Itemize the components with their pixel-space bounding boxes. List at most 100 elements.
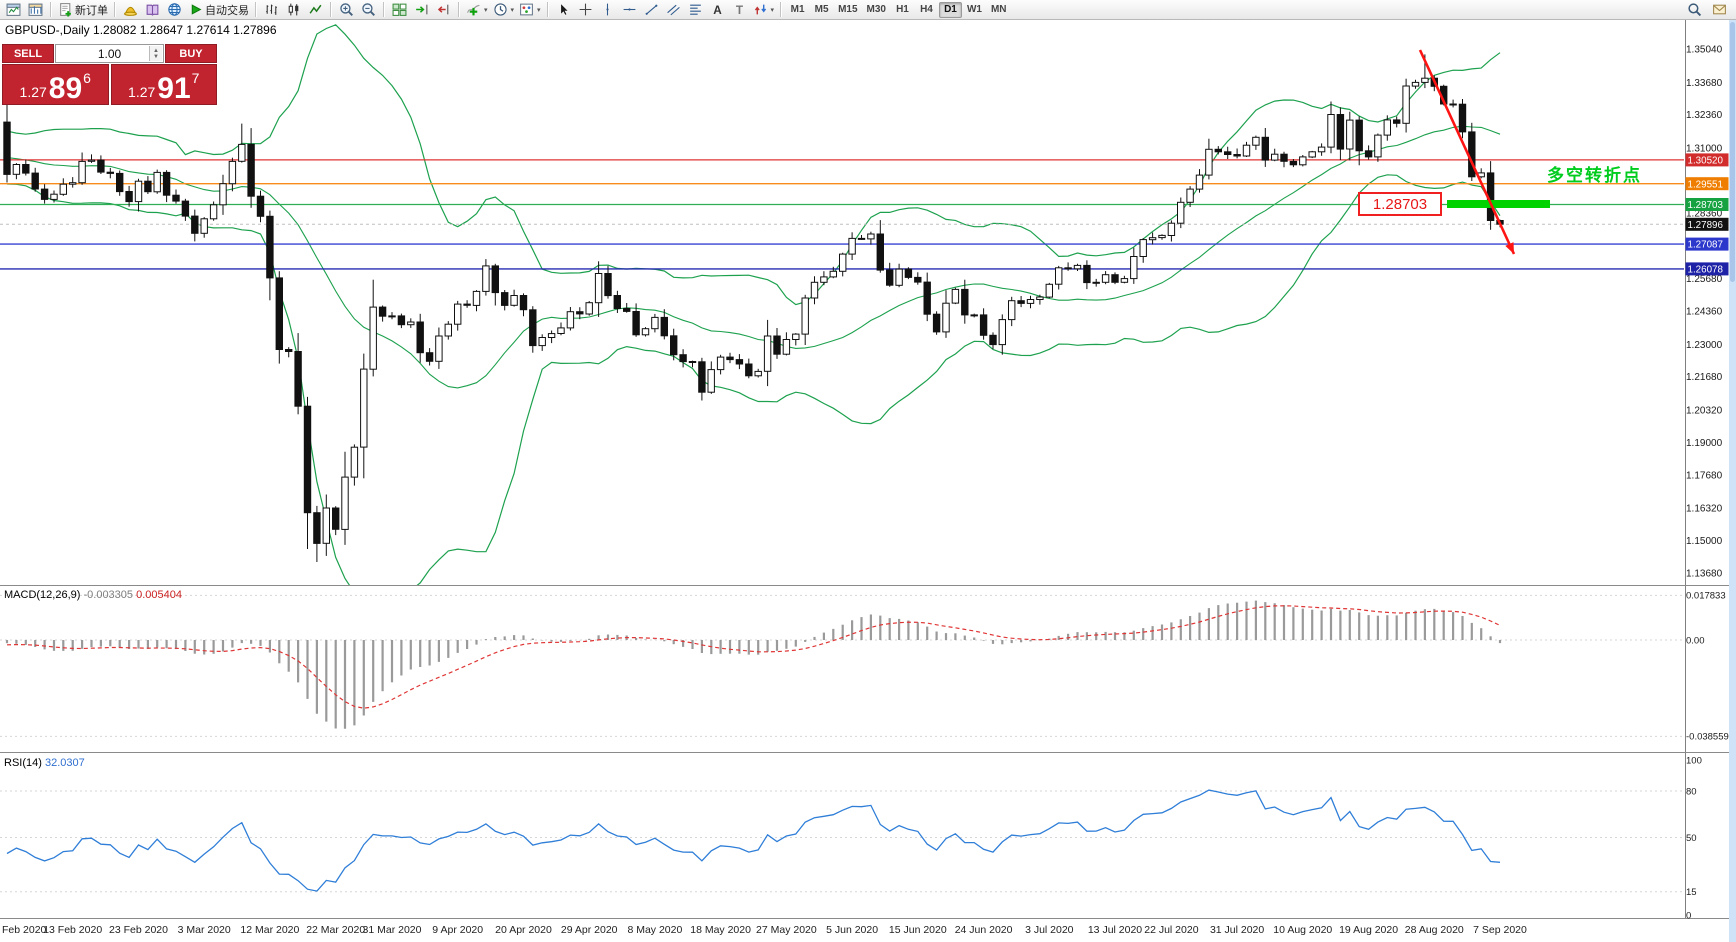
svg-text:1.28703: 1.28703 (1688, 200, 1724, 211)
y-axis-label: 1.32360 (1686, 110, 1723, 121)
auto-trading-button[interactable]: 自动交易 (186, 1, 251, 19)
timeframe-m15[interactable]: M15 (838, 4, 858, 15)
text-tool-button[interactable]: A (707, 1, 728, 19)
y-axis-label: 1.25680 (1686, 274, 1723, 285)
bollinger-upper-band (6, 24, 1501, 306)
indicators-menu-button[interactable]: ▾ (464, 1, 490, 19)
toolbar-separator (114, 2, 116, 17)
candlestick-chart-button[interactable] (283, 1, 304, 19)
volume-input[interactable]: 1.00 ▲ ▼ (55, 44, 164, 63)
volume-stepper[interactable]: ▲ ▼ (149, 46, 162, 61)
turning-point-note[interactable]: 多空转折点 (1547, 166, 1642, 185)
y-axis-label: 1.13680 (1686, 569, 1723, 580)
expert-advisor-icon[interactable] (120, 1, 141, 19)
x-axis-label: 13 Feb 2020 (43, 924, 102, 936)
buy-price-pips: 91 (157, 71, 191, 105)
templates-menu-button[interactable]: ▾ (517, 1, 543, 19)
tile-windows-button[interactable] (389, 1, 410, 19)
price-tag-1.28703: 1.28703 (1685, 198, 1729, 211)
svg-text:1.27896: 1.27896 (1688, 220, 1724, 231)
search-icon[interactable] (1684, 1, 1705, 19)
sell-price-pips: 89 (48, 71, 83, 105)
one-click-trade-panel: SELL 1.00 ▲ ▼ BUY 1.27 89 6 1.27 91 7 (2, 44, 217, 105)
timeframe-m5[interactable]: M5 (814, 4, 829, 15)
mail-icon[interactable] (1709, 1, 1730, 19)
zoom-in-button[interactable] (336, 1, 357, 19)
line-chart-button[interactable] (305, 1, 326, 19)
cursor-tool-button[interactable] (553, 1, 574, 19)
sell-button[interactable]: SELL (2, 44, 54, 63)
timeframe-h1[interactable]: H1 (896, 4, 909, 15)
scrollbar-thumb[interactable] (1730, 22, 1735, 282)
timeframe-m1[interactable]: M1 (790, 4, 805, 15)
x-axis-label: 31 Mar 2020 (363, 924, 422, 936)
x-axis-label: Feb 2020 (2, 924, 47, 936)
x-axis-label: 10 Aug 2020 (1273, 924, 1332, 936)
x-axis-label: 5 Jun 2020 (826, 924, 878, 936)
stepper-down-icon[interactable]: ▼ (153, 53, 159, 60)
buy-price-prefix: 1.27 (128, 84, 156, 101)
channel-tool-button[interactable] (663, 1, 684, 19)
x-axis-label: 12 Mar 2020 (240, 924, 299, 936)
timeframe-d1[interactable]: D1 (938, 1, 962, 18)
timeframe-mn[interactable]: MN (990, 4, 1007, 15)
arrows-tool-button[interactable]: ▾ (751, 1, 777, 19)
stepper-up-icon[interactable]: ▲ (153, 47, 159, 54)
x-axis-label: 3 Mar 2020 (178, 924, 231, 936)
buy-button[interactable]: BUY (165, 44, 217, 63)
rsi-axis-label: 15 (1686, 887, 1697, 898)
fibonacci-tool-button[interactable] (685, 1, 706, 19)
vertical-line-tool-button[interactable] (597, 1, 618, 19)
x-axis-label: 20 Apr 2020 (495, 924, 552, 936)
svg-text:1.29551: 1.29551 (1688, 179, 1723, 190)
toolbar-separator (458, 2, 460, 17)
vertical-scrollbar[interactable] (1729, 20, 1736, 942)
sell-price-box[interactable]: 1.27 89 6 (2, 64, 109, 105)
downtrend-arrowhead (1505, 242, 1514, 254)
zoom-out-button[interactable] (358, 1, 379, 19)
x-axis-label: 31 Jul 2020 (1210, 924, 1264, 936)
x-axis-label: 18 May 2020 (690, 924, 751, 936)
chart-area: 1.35040 1.33680 1.32360 1.31000 1.28360 1.256… (0, 20, 1736, 942)
new-order-button[interactable]: 新订单 (56, 1, 110, 19)
rsi-value: 32.0307 (44, 757, 85, 769)
rsi-axis-label: 100 (1686, 755, 1702, 766)
rsi-line (6, 789, 1501, 892)
toolbar-separator (330, 2, 332, 17)
bar-chart-button[interactable] (261, 1, 282, 19)
downtrend-arrow[interactable] (1418, 49, 1516, 255)
macd-signal-line (6, 605, 1501, 709)
chart-shift-button[interactable] (433, 1, 454, 19)
support-zone-bar[interactable] (1447, 200, 1550, 208)
crosshair-tool-button[interactable] (575, 1, 596, 19)
buy-price-box[interactable]: 1.27 91 7 (110, 64, 217, 105)
text-label-tool-button[interactable]: T (729, 1, 750, 19)
toolbar-separator (780, 2, 783, 17)
auto-scroll-button[interactable] (411, 1, 432, 19)
symbol-ohlc-label: GBPUSD-,Daily 1.28082 1.28647 1.27614 1.… (5, 23, 277, 37)
timeframe-w1[interactable]: W1 (966, 4, 982, 15)
new-chart-button[interactable] (3, 1, 24, 19)
x-axis-label: 8 May 2020 (627, 924, 682, 936)
x-axis-label: 29 Apr 2020 (561, 924, 618, 936)
horizontal-line-tool-button[interactable] (619, 1, 640, 19)
timeframe-m30[interactable]: M30 (866, 4, 886, 15)
svg-text:1.26078: 1.26078 (1688, 265, 1724, 276)
macd-signal-value: 0.005404 (136, 589, 182, 601)
periods-menu-button[interactable]: ▾ (491, 1, 517, 19)
timeframe-h4[interactable]: H4 (920, 4, 933, 15)
volume-value: 1.00 (97, 46, 122, 61)
price-annotation-box[interactable]: 1.28703 (1358, 192, 1442, 216)
chart-canvas[interactable]: 1.35040 1.33680 1.32360 1.31000 1.28360 1.256… (0, 20, 1736, 942)
price-tag-1.27896: 1.27896 (1685, 217, 1729, 231)
trendline-tool-button[interactable] (641, 1, 662, 19)
bollinger-lower-band (6, 174, 1501, 585)
profiles-button[interactable] (25, 1, 46, 19)
svg-text:1.27087: 1.27087 (1688, 240, 1723, 251)
web-terminal-icon[interactable] (164, 1, 185, 19)
macd-axis-label: 0.017833 (1686, 591, 1726, 602)
y-axis-label: 1.16320 (1686, 504, 1723, 515)
x-axis-label: 15 Jun 2020 (889, 924, 947, 936)
rsi-axis-label: 0 (1686, 910, 1691, 921)
market-button[interactable] (142, 1, 163, 19)
